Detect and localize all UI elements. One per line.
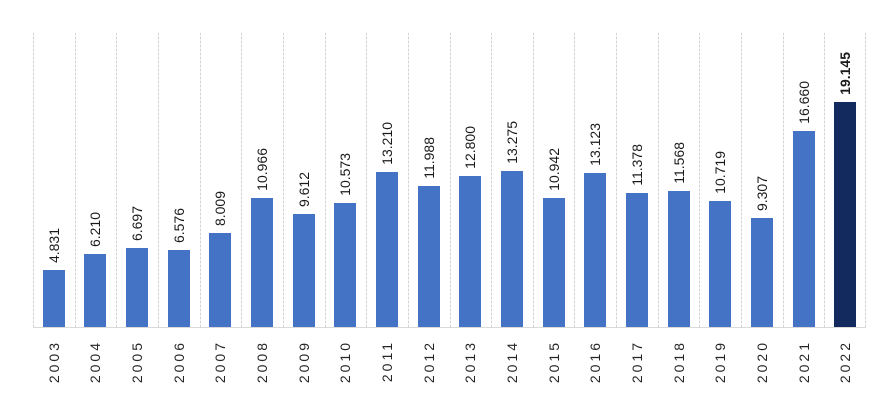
x-tick-label: 2015 <box>545 340 562 384</box>
x-tick-label: 2005 <box>129 340 146 384</box>
gridline <box>865 33 866 327</box>
gridline <box>824 33 826 327</box>
x-tick-label: 2022 <box>837 340 854 384</box>
bar-value-label: 11.568 <box>670 142 687 184</box>
bar <box>126 248 149 327</box>
plot-area: 4.831 6.210 6.697 6.576 8.009 10.966 9.612 10.5… <box>33 33 866 328</box>
bar <box>667 191 690 327</box>
x-tick-label: 2003 <box>45 340 62 384</box>
x-tick-label: 2004 <box>87 340 104 384</box>
gridline <box>74 33 76 327</box>
x-tick-label: 2016 <box>587 340 604 384</box>
bar <box>542 198 565 327</box>
bar-value-label: 10.719 <box>712 151 729 194</box>
bar <box>251 198 274 327</box>
gridline <box>282 33 284 327</box>
bar-value-label: 13.123 <box>587 123 604 166</box>
bar-value-label: 9.307 <box>753 175 770 211</box>
bar <box>584 173 607 327</box>
bar-value-label: 10.573 <box>337 153 354 196</box>
bar <box>709 201 732 327</box>
x-tick-label: 2007 <box>212 340 229 384</box>
bar-value-label: 6.576 <box>170 207 187 243</box>
bar <box>750 218 773 327</box>
x-tick-label: 2010 <box>337 340 354 384</box>
bar-value-label: 9.612 <box>295 171 312 207</box>
gridline <box>241 33 243 327</box>
x-tick-label: 2013 <box>462 340 479 384</box>
x-tick-label: 2017 <box>628 340 645 384</box>
bar <box>84 254 107 327</box>
gridline <box>574 33 576 327</box>
gridline <box>699 33 701 327</box>
x-tick-label: 2020 <box>753 340 770 384</box>
bar-value-label: 4.831 <box>45 227 62 263</box>
bar-value-label: 6.210 <box>87 211 104 247</box>
gridline <box>366 33 368 327</box>
bar-value-label: 10.942 <box>545 148 562 191</box>
bar-value-label: 10.966 <box>254 148 271 191</box>
bar-value-label: 12.800 <box>462 126 479 169</box>
bar <box>417 186 440 327</box>
gridline <box>532 33 534 327</box>
x-tick-label: 2014 <box>503 340 520 384</box>
x-tick-label: 2019 <box>712 340 729 384</box>
x-tick-label: 2011 <box>379 340 396 383</box>
bar <box>625 193 648 327</box>
gridline <box>33 33 34 327</box>
bar-value-label: 11.988 <box>420 137 437 179</box>
bar-value-label: 6.697 <box>129 205 146 241</box>
bar <box>209 233 232 327</box>
gridline <box>657 33 659 327</box>
bar-value-label: 13.210 <box>379 122 396 165</box>
bar-value-label: 11.378 <box>628 144 645 186</box>
gridline <box>491 33 493 327</box>
bar-value-label: 13.275 <box>503 121 520 164</box>
gridline <box>407 33 409 327</box>
gridline <box>116 33 118 327</box>
x-tick-label: 2008 <box>254 340 271 384</box>
bar <box>167 250 190 327</box>
gridline <box>741 33 743 327</box>
gridline <box>449 33 451 327</box>
gridline <box>157 33 159 327</box>
bar-value-label: 19.145 <box>837 52 854 95</box>
x-tick-label: 2021 <box>795 340 812 384</box>
gridline <box>199 33 201 327</box>
bar-value-label: 8.009 <box>212 190 229 226</box>
x-tick-label: 2018 <box>670 340 687 384</box>
bar <box>792 131 815 327</box>
bar <box>834 102 857 327</box>
bar <box>376 172 399 327</box>
gridline <box>616 33 618 327</box>
bar <box>334 203 357 327</box>
bar <box>42 270 65 327</box>
x-tick-label: 2006 <box>170 340 187 384</box>
x-tick-label: 2012 <box>420 340 437 384</box>
x-axis: 2003 2004 2005 2006 2007 2008 2009 2010 2011 2012… <box>33 328 866 413</box>
gridline <box>782 33 784 327</box>
bar-value-label: 16.660 <box>795 81 812 124</box>
bar <box>459 176 482 327</box>
bar <box>500 171 523 327</box>
gridline <box>324 33 326 327</box>
x-tick-label: 2009 <box>295 340 312 384</box>
bar <box>292 214 315 327</box>
